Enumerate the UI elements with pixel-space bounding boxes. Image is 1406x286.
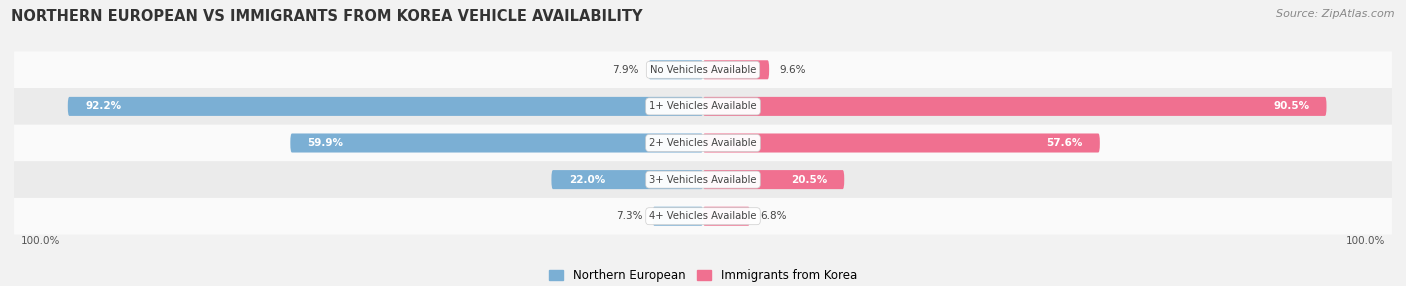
Text: 1+ Vehicles Available: 1+ Vehicles Available [650,102,756,111]
Text: 100.0%: 100.0% [21,236,60,246]
FancyBboxPatch shape [703,97,1326,116]
FancyBboxPatch shape [14,125,1392,161]
FancyBboxPatch shape [14,51,1392,88]
Text: No Vehicles Available: No Vehicles Available [650,65,756,75]
Text: NORTHERN EUROPEAN VS IMMIGRANTS FROM KOREA VEHICLE AVAILABILITY: NORTHERN EUROPEAN VS IMMIGRANTS FROM KOR… [11,9,643,23]
Text: 6.8%: 6.8% [761,211,787,221]
Text: 9.6%: 9.6% [779,65,806,75]
Legend: Northern European, Immigrants from Korea: Northern European, Immigrants from Korea [544,265,862,286]
Text: 4+ Vehicles Available: 4+ Vehicles Available [650,211,756,221]
FancyBboxPatch shape [652,207,703,226]
FancyBboxPatch shape [703,207,749,226]
FancyBboxPatch shape [14,198,1392,235]
FancyBboxPatch shape [703,134,1099,152]
Text: 3+ Vehicles Available: 3+ Vehicles Available [650,175,756,184]
Text: 20.5%: 20.5% [790,175,827,184]
FancyBboxPatch shape [14,88,1392,125]
FancyBboxPatch shape [67,97,703,116]
FancyBboxPatch shape [290,134,703,152]
Text: 57.6%: 57.6% [1046,138,1083,148]
Text: 59.9%: 59.9% [308,138,343,148]
FancyBboxPatch shape [551,170,703,189]
Text: 2+ Vehicles Available: 2+ Vehicles Available [650,138,756,148]
Text: 100.0%: 100.0% [1346,236,1385,246]
Text: 90.5%: 90.5% [1274,102,1309,111]
FancyBboxPatch shape [14,161,1392,198]
FancyBboxPatch shape [703,60,769,79]
Text: Source: ZipAtlas.com: Source: ZipAtlas.com [1277,9,1395,19]
Text: 7.9%: 7.9% [612,65,638,75]
Text: 92.2%: 92.2% [84,102,121,111]
Text: 7.3%: 7.3% [616,211,643,221]
FancyBboxPatch shape [703,170,844,189]
FancyBboxPatch shape [648,60,703,79]
Text: 22.0%: 22.0% [568,175,605,184]
